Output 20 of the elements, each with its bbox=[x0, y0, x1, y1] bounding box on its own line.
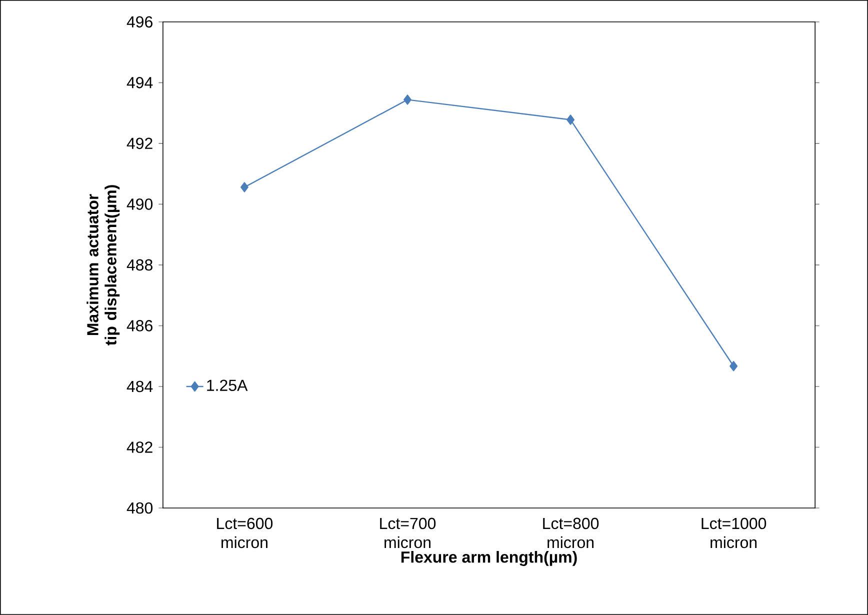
point bbox=[240, 182, 248, 192]
x-tick-label: Lct=600 micron bbox=[217, 518, 273, 548]
point bbox=[730, 361, 738, 372]
x-tick-label: Lct=700 micron bbox=[380, 518, 436, 548]
y-tick-label: 482 bbox=[126, 442, 152, 453]
y-tick-label: 492 bbox=[126, 138, 152, 150]
y-tick-label: 484 bbox=[126, 380, 153, 392]
x-tick-label: Lct=1000 micron bbox=[702, 518, 766, 548]
point bbox=[404, 94, 412, 105]
legend-label: 1.25A bbox=[207, 380, 248, 392]
point bbox=[566, 114, 575, 125]
y-tick-label: 480 bbox=[126, 502, 153, 514]
y-tick-label: 486 bbox=[126, 320, 152, 332]
y-tick-label: 488 bbox=[126, 259, 152, 271]
y-tick-label: 490 bbox=[126, 198, 153, 210]
x-tick-label: Lct=800 micron bbox=[543, 518, 599, 548]
y-axis-title: Maximum actuator tip displacement(µm) bbox=[86, 185, 120, 346]
y-tick-label: 496 bbox=[126, 16, 152, 28]
y-tick-label: 494 bbox=[126, 77, 153, 88]
x-axis-title: Flexure arm length(µm) bbox=[401, 551, 577, 566]
